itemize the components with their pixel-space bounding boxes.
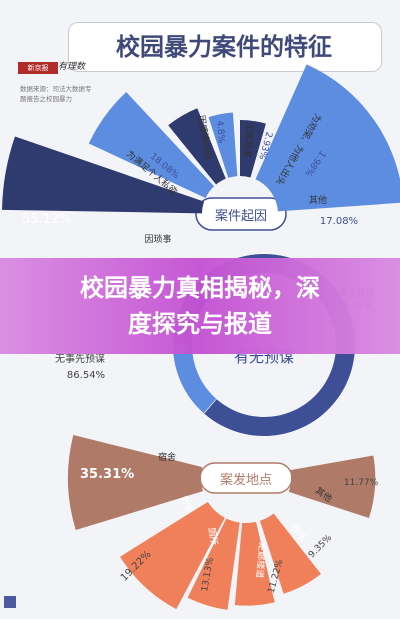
chart1-center-pill [195,197,287,231]
title-banner [0,258,400,354]
chart3-bar-1 [120,501,225,610]
chart1-bar-4 [240,119,266,178]
chart1-value-label-5: 17.08% [320,216,358,227]
chart3-title: 案发地点 [220,472,272,488]
chart3-value-label-5: 11.77% [344,478,379,488]
chart3-bar-4 [259,513,321,594]
banner-title-line-2: 度探究与报道 [128,310,272,338]
banner-title-line-1: 校园暴力真相揭秘，深 [80,274,320,302]
chart2-category-value-0: 86.54% [67,370,105,381]
chart1-title: 案件起因 [215,209,267,224]
source-line-1: 数据来源：司法大数据专 [20,85,92,93]
chart3-value-label-4: 9.35% [307,533,335,561]
chart3-category-label-2: 厕所 [205,527,219,547]
chart2-category-label-0: 无事先预谋 [55,352,105,365]
chart3-value-label-0: 35.31% [80,467,134,482]
banner-title: 校园暴力真相揭秘，深 度探究与报道 [20,270,380,342]
source-line-2: 题报告之校园暴力 [20,95,72,103]
logo-script: 有理数 [58,62,86,72]
logo: 新京报 [18,62,58,74]
chart1-bar-1 [88,91,215,198]
logo-text: 新京报 [27,64,49,72]
page-title: 校园暴力案件的特征 [116,33,332,61]
chart3-bar-3 [234,521,275,606]
chart1-bar-3 [208,112,238,178]
chart3-bar-5 [288,455,376,518]
chart3-bar-0 [68,434,203,531]
chart3-category-label-0: 宿舍 [158,451,176,463]
corner-marker [4,596,16,608]
chart1-category-label-5: 其他 [309,194,327,206]
chart1-value-label-2: 4.8% [214,120,226,144]
source-note: 数据来源：司法大数据专 题报告之校园暴力 [20,84,140,104]
chart2-slice-1 [173,345,217,414]
title-box [68,22,382,72]
chart1-category-label-0: 因琐事 [144,233,171,245]
chart1-bar-2 [168,108,226,185]
chart3-category-label-3: 走廊楼道 [253,542,268,579]
chart1-value-label-0: 55.12% [22,212,72,227]
chart1-category-label-3: 无故滋事 [241,122,256,159]
chart1-bar-0 [2,136,205,214]
chart3-bar-2 [187,518,240,610]
chart1-bar-5 [255,64,400,212]
